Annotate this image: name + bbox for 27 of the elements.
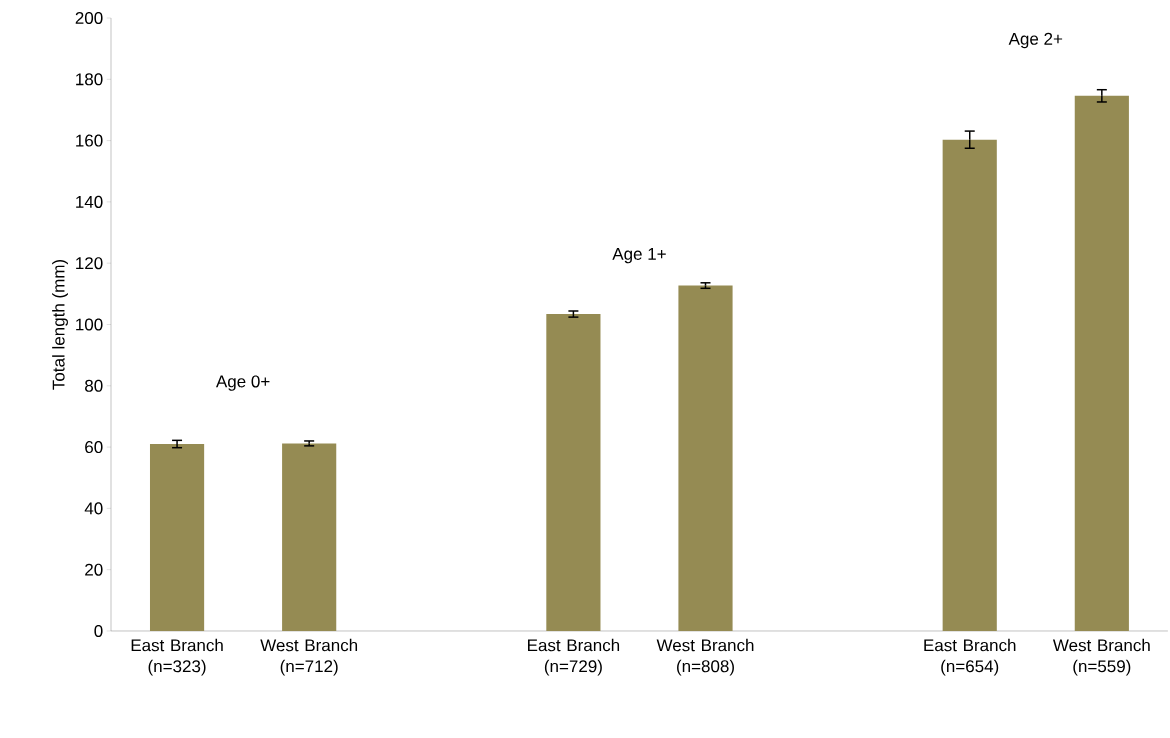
y-tick-label: 60 [85, 441, 103, 454]
bar [282, 443, 337, 631]
bar [678, 285, 733, 631]
y-tick-label: 140 [76, 195, 103, 208]
bar [1074, 95, 1129, 631]
bar [942, 139, 997, 631]
x-tick-label: East Branch (n=729) [528, 638, 620, 676]
y-tick-label: 20 [85, 563, 103, 576]
x-tick-label: West Branch (n=559) [1052, 638, 1150, 676]
y-tick-label: 80 [85, 379, 103, 392]
y-tick-label: 40 [84, 502, 103, 515]
bar [546, 314, 601, 631]
y-tick-label: 120 [76, 257, 103, 270]
y-tick-label: 200 [75, 11, 103, 25]
x-tick-label: West Branch (n=712) [260, 638, 358, 676]
y-axis-title: Total length (mm) [52, 259, 68, 390]
y-tick-label: 0 [94, 624, 103, 638]
annotation: Age 0+ [215, 375, 270, 391]
annotation: Age 1+ [612, 248, 666, 264]
x-tick-label: East Branch (n=654) [924, 638, 1016, 676]
x-tick-label: West Branch (n=808) [656, 638, 754, 676]
y-tick-label: 100 [76, 318, 103, 331]
annotation: Age 2+ [1008, 32, 1063, 49]
y-tick-label: 160 [76, 134, 103, 147]
x-tick-label: East Branch (n=323) [131, 638, 223, 676]
y-tick-label: 180 [76, 73, 103, 86]
bar [149, 444, 205, 631]
